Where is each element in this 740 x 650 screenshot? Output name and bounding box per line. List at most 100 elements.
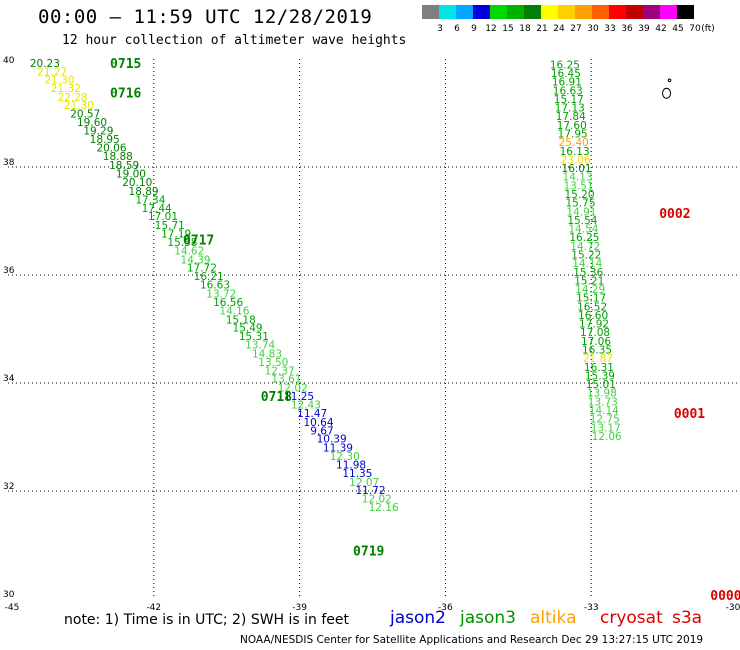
colorbar-tick-label: 39 xyxy=(638,24,650,34)
wave-height-point: 13.17 xyxy=(591,422,621,434)
colorbar-swatch xyxy=(490,5,507,19)
wave-height-point: 20.57 xyxy=(70,109,100,121)
wave-height-point: 15.18 xyxy=(226,314,256,326)
wave-height-point: 14.62 xyxy=(174,246,204,258)
wave-height-point: 12.02 xyxy=(278,382,308,394)
wave-height-point: 15.75 xyxy=(565,198,595,210)
pass-time-label: 0001 xyxy=(674,407,705,422)
wave-height-point: 14.83 xyxy=(252,348,282,360)
wave-height-point: 14.13 xyxy=(563,172,593,184)
wave-height-point: 18.59 xyxy=(109,160,139,172)
y-tick-label: 32 xyxy=(3,482,14,492)
colorbar-swatch xyxy=(439,5,456,19)
wave-height-point: 21.32 xyxy=(51,83,81,95)
y-tick-label: 30 xyxy=(3,590,15,600)
wave-height-point: 20.06 xyxy=(96,143,126,155)
wave-height-point: 12.06 xyxy=(592,431,622,443)
colorbar-swatch xyxy=(609,5,626,19)
colorbar-swatch xyxy=(575,5,592,19)
wave-height-point: 19.29 xyxy=(83,125,113,137)
wave-height-point: 13.72 xyxy=(206,288,236,300)
wave-height-point: 16.13 xyxy=(560,146,590,158)
wave-height-point: 11.98 xyxy=(336,460,366,472)
wave-height-point: 15.01 xyxy=(586,379,616,391)
wave-height-point: 17.34 xyxy=(135,194,165,206)
pass-time-label: 0716 xyxy=(110,86,141,101)
wave-height-point: 15.22 xyxy=(571,249,601,261)
colorbar-tick-label: 42 xyxy=(655,24,667,34)
y-tick-label: 40 xyxy=(3,56,15,66)
legend-item-jason2: jason2 xyxy=(390,608,446,628)
wave-height-point: 14.16 xyxy=(219,306,249,318)
wave-height-point: 15.39 xyxy=(585,370,615,382)
pass-time-label: 0719 xyxy=(353,544,384,559)
pass-time-label: 0002 xyxy=(659,207,690,222)
wave-height-point: 17.95 xyxy=(558,129,588,141)
chart-subtitle: 12 hour collection of altimeter wave hei… xyxy=(62,33,407,48)
colorbar-tick-label: 3 xyxy=(437,24,443,34)
wave-height-point: 21.87 xyxy=(583,353,613,365)
wave-height-point: 14.39 xyxy=(181,254,211,266)
colorbar-tick-label: 27 xyxy=(570,24,582,34)
legend-item-altika: altika xyxy=(530,608,577,628)
wave-height-point: 10.39 xyxy=(317,434,347,446)
wave-height-point: 16.31 xyxy=(584,362,614,374)
wave-height-point: 17.84 xyxy=(556,111,586,123)
wave-height-point: 13.51 xyxy=(563,180,593,192)
wave-height-point: 16.01 xyxy=(562,163,592,175)
colorbar-tick-label: 70 xyxy=(689,24,701,34)
wave-height-point: 11.72 xyxy=(355,485,385,497)
wave-height-point: 13.98 xyxy=(587,388,617,400)
wave-height-point: 17.19 xyxy=(161,228,191,240)
y-tick-label: 34 xyxy=(3,374,15,384)
credit-line: NOAA/NESDIS Center for Satellite Applica… xyxy=(240,634,704,646)
colorbar-swatch xyxy=(456,5,473,19)
colorbar-tick-label: 36 xyxy=(621,24,633,34)
colorbar-tick-label: 33 xyxy=(604,24,616,34)
colorbar-swatch xyxy=(660,5,677,19)
colorbar-tick-label: 45 xyxy=(672,24,684,34)
pass-time-label: 0718 xyxy=(261,390,292,405)
wave-height-point: 15.36 xyxy=(573,267,603,279)
wave-height-point: 15.21 xyxy=(574,275,604,287)
wave-height-point: 16.63 xyxy=(200,280,230,292)
wave-height-point: 12.07 xyxy=(349,477,379,489)
wave-height-point: 17.06 xyxy=(581,336,611,348)
wave-height-point: 19.00 xyxy=(116,168,146,180)
wave-height-point: 12.02 xyxy=(362,494,392,506)
wave-height-point: 16.21 xyxy=(194,271,224,283)
island-outline xyxy=(662,87,672,99)
wave-height-point: 17.60 xyxy=(557,120,587,132)
wave-height-point: 15.17 xyxy=(554,94,584,106)
wave-height-point: 21.27 xyxy=(37,66,67,78)
wave-height-point: 9.67 xyxy=(310,426,333,438)
colorbar-swatch xyxy=(507,5,524,19)
wave-height-point: 16.52 xyxy=(577,301,607,313)
wave-height-point: 13.74 xyxy=(245,340,275,352)
wave-height-point: 14.14 xyxy=(589,405,619,417)
wave-height-point: 13.61 xyxy=(271,374,301,386)
wave-height-point: 15.71 xyxy=(155,220,185,232)
colorbar-swatch xyxy=(677,5,694,19)
colorbar-tick-label: 12 xyxy=(485,24,497,34)
wave-height-point: 20.23 xyxy=(30,58,60,70)
colorbar-tick-label: 6 xyxy=(454,24,460,34)
colorbar-swatch xyxy=(558,5,575,19)
wave-height-point: 11.25 xyxy=(284,391,314,403)
colorbar-swatch xyxy=(524,5,541,19)
wave-height-point: 19.60 xyxy=(77,117,107,129)
islet-outline xyxy=(667,78,672,83)
x-tick-label: -33 xyxy=(584,603,599,613)
wave-height-point: 16.35 xyxy=(582,345,612,357)
colorbar-unit: (ft) xyxy=(701,24,715,34)
legend-item-jason3: jason3 xyxy=(460,608,516,628)
wave-height-point: 12.16 xyxy=(369,502,399,514)
wave-height-point: 15.20 xyxy=(564,189,594,201)
colorbar-tick-label: 9 xyxy=(471,24,477,34)
wave-height-point: 16.60 xyxy=(578,310,608,322)
wave-height-point: 14.29 xyxy=(575,284,605,296)
wave-height-point: 16.63 xyxy=(553,85,583,97)
y-tick-label: 36 xyxy=(3,266,15,276)
wave-height-point: 23.06 xyxy=(561,154,591,166)
wave-height-point: 14.91 xyxy=(566,206,596,218)
